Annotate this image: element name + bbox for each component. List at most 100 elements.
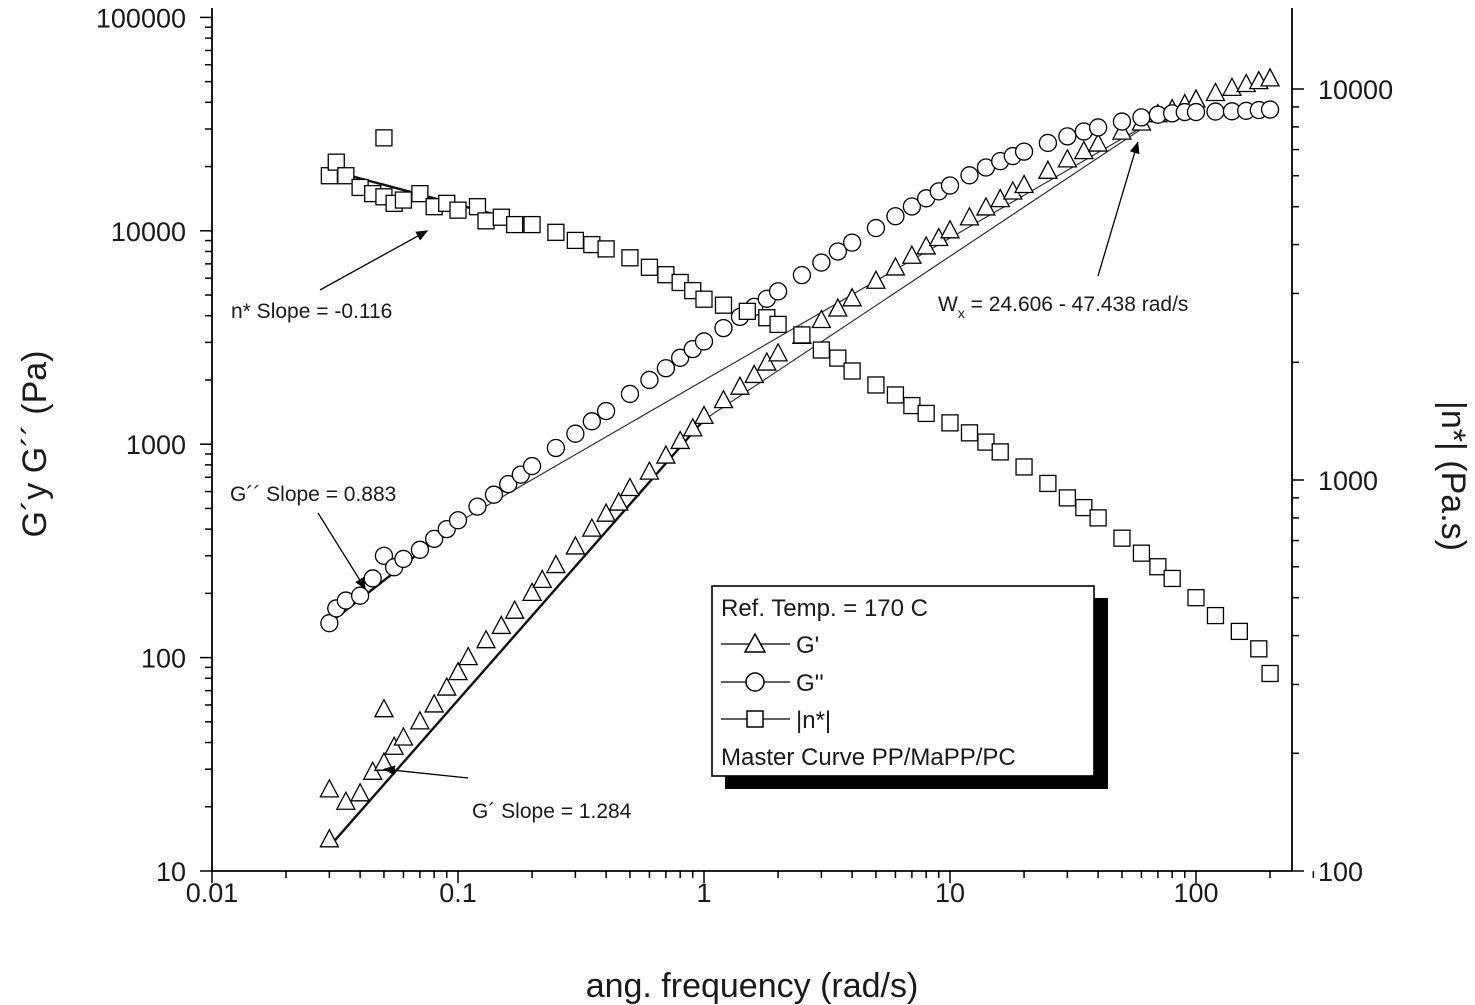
g-prime-point: [458, 646, 479, 666]
x-tick-label: 0.01: [186, 878, 239, 908]
g-prime-point: [1205, 82, 1226, 102]
g-prime-point: [319, 828, 340, 848]
g-prime-point: [670, 430, 691, 450]
g-prime-point: [424, 693, 445, 713]
g-double-prime-point: [656, 359, 676, 378]
legend-box: [711, 585, 1095, 777]
eta-point: [1206, 606, 1225, 625]
g-prime-point: [767, 342, 789, 362]
g-tail-line: [703, 128, 1142, 421]
annotation-w-range: = 24.606 - 47.438 rad/s: [965, 293, 1189, 316]
x-tick-label: 0.1: [439, 878, 477, 908]
y2-tick-label: 1000: [1318, 466, 1378, 496]
annotation-2-arrow: [317, 512, 366, 590]
legend-triangle-marker: [743, 632, 767, 653]
g-double-prime-point: [363, 569, 382, 588]
eta-point: [547, 223, 565, 241]
eta-point: [903, 396, 921, 415]
g-prime-point: [373, 751, 395, 771]
g-prime-point: [447, 661, 469, 681]
annotation-4-arrow: [1097, 141, 1140, 277]
g-tail-line: [457, 126, 1142, 523]
g-prime-point: [319, 778, 340, 798]
g-double-prime-point: [671, 348, 690, 367]
eta-point: [375, 129, 393, 147]
eta-point: [1230, 622, 1248, 641]
g-prime-point: [1013, 174, 1035, 194]
g-prime-point: [373, 698, 395, 718]
eta-point: [1075, 498, 1093, 517]
eta-point: [829, 349, 847, 367]
g-prime-point: [639, 460, 660, 480]
g-prime-point: [959, 206, 980, 226]
eta-point: [621, 249, 639, 267]
legend-square-marker: [746, 710, 764, 728]
y-tick-label: 100000: [96, 3, 186, 33]
g-prime-point: [1259, 67, 1281, 87]
g-prime-point: [565, 535, 586, 555]
g-double-prime-point: [792, 265, 812, 285]
g-prime-point: [1073, 140, 1094, 160]
g-prime-point: [827, 297, 848, 317]
g-prime-point: [744, 364, 765, 384]
g-double-prime-point: [1014, 142, 1034, 161]
eta-point: [657, 266, 675, 284]
annotation-4-text: Wx = 24.606 - 47.438 rad/s: [938, 293, 1188, 321]
eta-point: [506, 215, 524, 234]
g-double-prime-point: [350, 586, 370, 605]
eta-point: [941, 414, 959, 432]
eta-point: [1149, 558, 1167, 576]
n-series: [320, 129, 1279, 683]
g-prime-point: [409, 710, 430, 730]
g-prime-point: [713, 389, 734, 409]
g-prime-point: [975, 196, 997, 216]
g-prime-point: [901, 244, 922, 264]
eta-point: [411, 184, 429, 203]
eta-point: [991, 443, 1009, 461]
g-prime-point: [1037, 159, 1058, 179]
g-double-prime-point: [448, 511, 468, 530]
y-tick-label: 100: [141, 644, 186, 674]
g-double-prime-point: [484, 485, 504, 504]
y-axis-right: 100 1000 10000: [1292, 75, 1393, 887]
g-prime-point: [693, 404, 715, 425]
g-double-prime-point: [522, 456, 542, 476]
g-double-prime-point: [320, 614, 339, 633]
g-prime-point: [1221, 76, 1243, 97]
g-prime-point: [521, 581, 543, 602]
g-prime-point: [865, 269, 887, 289]
eta-point: [1132, 544, 1151, 562]
g-prime-point: [335, 790, 356, 810]
eta-point: [960, 424, 979, 442]
g-prime-point: [756, 351, 777, 371]
g-prime-point: [939, 219, 961, 239]
eta-point: [917, 404, 935, 423]
y-axis-left: 10 100 1000 10000 100000: [96, 3, 212, 887]
eta-point: [449, 201, 467, 219]
eta-point: [1113, 529, 1131, 547]
g-double-prime-point: [828, 242, 847, 261]
eta-point: [793, 326, 811, 344]
g-double-prime-point: [425, 529, 444, 549]
g-prime-point: [475, 629, 497, 649]
g-double-prime-point: [768, 282, 788, 301]
g-double-prime-point: [1058, 127, 1077, 146]
y-axis-title: G´y G´´ (Pa): [16, 351, 54, 538]
y-tick-label: 10: [156, 857, 186, 887]
g-double-prime-point: [410, 540, 430, 559]
annotation-2-text: G´´ Slope = 0.883: [230, 483, 396, 506]
g-prime-point: [581, 517, 602, 537]
g-prime-point: [545, 554, 566, 574]
g-prime-point: [842, 287, 863, 307]
x-tick-label: 10: [935, 878, 965, 908]
g-prime-point: [393, 726, 414, 746]
g-prime-point: [596, 502, 617, 522]
data-series: [319, 67, 1281, 848]
g-prime-point: [655, 444, 676, 464]
eta-point: [337, 167, 355, 185]
g-double-prime-point: [1038, 133, 1058, 153]
g-double-prime-point: [1260, 100, 1280, 119]
eta-point: [640, 258, 659, 276]
eta-point: [1261, 664, 1279, 683]
g-prime-point: [682, 417, 703, 437]
